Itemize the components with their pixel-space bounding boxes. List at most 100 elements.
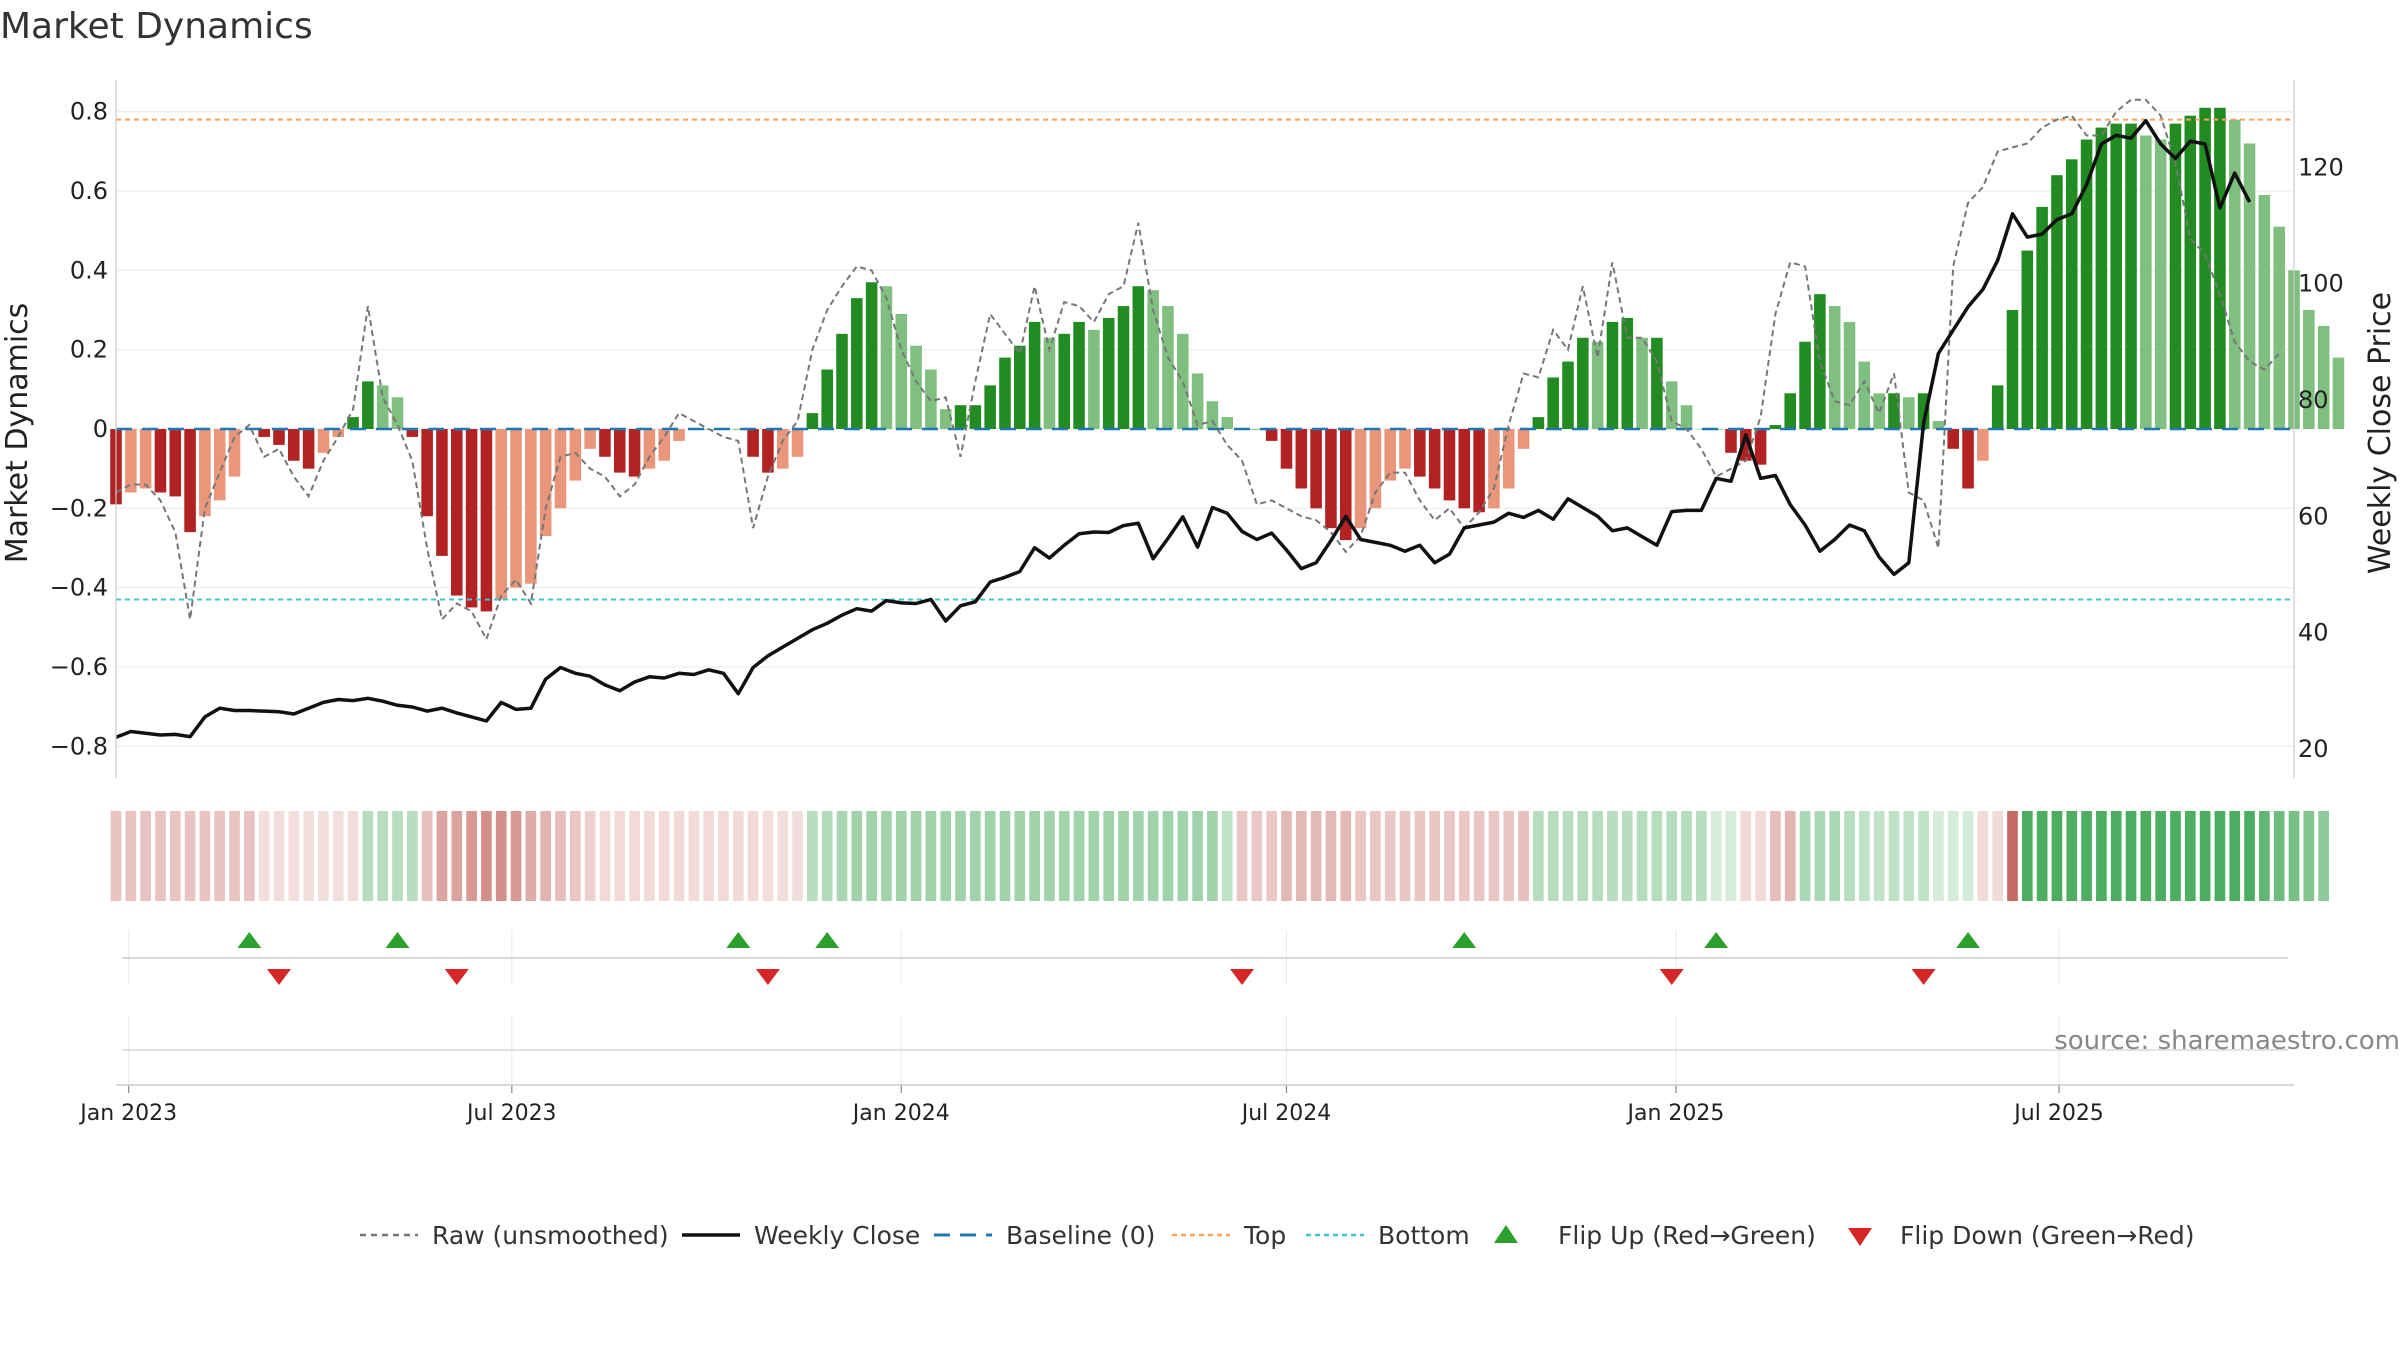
heat-cell (1281, 811, 1292, 901)
dynamics-bar (495, 429, 508, 600)
legend-raw-label: Raw (unsmoothed) (432, 1221, 669, 1250)
chart-title: Market Dynamics (0, 6, 313, 47)
dynamics-bar (1902, 397, 1915, 429)
dynamics-bar (1665, 381, 1678, 429)
dynamics-bar (525, 429, 537, 584)
y-tick-label: 0 (93, 415, 108, 443)
dynamics-bar (1636, 337, 1648, 429)
dynamics-bar (1251, 429, 1263, 430)
heat-cell (644, 811, 655, 901)
dynamics-bar (939, 409, 952, 429)
heat-cell (1384, 811, 1396, 901)
dynamics-bar (851, 298, 863, 429)
dynamics-bar (2036, 206, 2048, 429)
dynamics-bar (1088, 329, 1100, 429)
dynamics-bar (1043, 337, 1056, 429)
heat-cell (1295, 811, 1307, 901)
dynamics-bar (925, 369, 937, 429)
heat-cell (273, 811, 285, 901)
dynamics-bar (1117, 306, 1130, 429)
flip-down-marker (444, 969, 469, 985)
dynamics-bar (1339, 429, 1352, 541)
heat-cell (288, 811, 300, 901)
dynamics-bar (2184, 115, 2197, 430)
heat-cell (1147, 811, 1159, 901)
dynamics-bar (554, 429, 567, 509)
heat-cell (2125, 811, 2137, 901)
dynamics-bar (2243, 143, 2256, 430)
heat-cell (1681, 811, 1692, 901)
heat-cell (229, 811, 240, 901)
heat-cell (525, 811, 537, 901)
heat-cell (821, 811, 833, 901)
date-tick-label: Jan 2025 (1625, 1101, 1724, 1126)
flip-down-marker (755, 969, 780, 985)
heat-cell (495, 811, 507, 901)
dynamics-bar (1947, 429, 1960, 449)
heat-cell (984, 811, 996, 901)
heat-cell (1518, 811, 1529, 901)
dynamics-bar (2051, 175, 2063, 429)
heat-cell (1725, 811, 1737, 901)
heat-cell (1014, 811, 1026, 901)
raw-series-line (115, 98, 2280, 642)
heat-cell (199, 811, 211, 901)
heat-cell (347, 811, 359, 901)
dynamics-bar (1369, 429, 1382, 509)
heat-cell (688, 811, 700, 901)
dynamics-bar (2125, 123, 2137, 429)
dynamics-bar (1310, 429, 1322, 509)
heat-cell (392, 811, 403, 901)
heat-cell (1029, 811, 1040, 901)
heat-cell (1814, 811, 1826, 901)
dynamics-bar (1843, 321, 1856, 429)
heat-cell (807, 811, 818, 901)
dynamics-bar (1754, 429, 1767, 465)
heat-cell (318, 811, 329, 901)
y-tick-label: 0.4 (70, 256, 108, 284)
heat-cell (2066, 811, 2078, 901)
y2-tick-label: 80 (2298, 386, 2329, 414)
heat-cell (732, 811, 744, 901)
dynamics-bar (1488, 429, 1500, 509)
dynamics-bar (954, 405, 967, 429)
heat-cell (184, 811, 196, 901)
heat-cell (1192, 811, 1203, 901)
y-tick-label: 0.2 (70, 336, 108, 364)
heat-cell (1429, 811, 1440, 901)
dynamics-bar (821, 369, 833, 429)
heat-cell (777, 811, 789, 901)
legend-top-label: Top (1243, 1221, 1286, 1250)
y-tick-label: −0.8 (50, 732, 108, 760)
dynamics-bar (1784, 393, 1797, 429)
dynamics-bar (510, 429, 522, 588)
heat-cell (999, 811, 1011, 901)
dynamics-bar (1606, 321, 1619, 429)
dynamics-bar (1221, 417, 1234, 429)
heat-cell (110, 811, 122, 901)
heat-cell (1829, 811, 1841, 901)
heat-cell (2259, 811, 2270, 901)
heat-cell (1399, 811, 1411, 901)
dynamics-bar (1384, 429, 1396, 481)
dynamics-bar (1073, 321, 1085, 429)
dynamics-bar (199, 429, 211, 517)
dynamics-bar (880, 286, 893, 429)
heat-cell (1992, 811, 2004, 901)
heat-cell (2273, 811, 2285, 901)
dynamics-bar (436, 429, 448, 556)
dynamics-bar (154, 429, 167, 493)
heat-cell (1132, 811, 1144, 901)
heat-cell (481, 811, 492, 901)
heat-cell (1236, 811, 1248, 901)
heat-cell (1266, 811, 1278, 901)
date-tick-label: Jul 2024 (1240, 1101, 1332, 1126)
heat-cell (1503, 811, 1515, 901)
heat-cell (406, 811, 418, 901)
heat-cell (2318, 811, 2329, 901)
heat-cell (1444, 811, 1455, 901)
heat-cell (881, 811, 892, 901)
dynamics-bar (1828, 306, 1841, 429)
dynamics-bar (658, 429, 670, 461)
heat-cell (910, 811, 922, 901)
